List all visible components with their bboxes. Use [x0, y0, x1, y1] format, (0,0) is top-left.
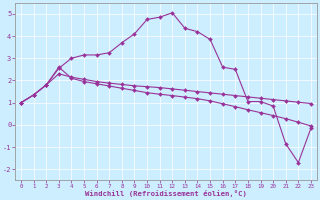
X-axis label: Windchill (Refroidissement éolien,°C): Windchill (Refroidissement éolien,°C) — [85, 190, 247, 197]
